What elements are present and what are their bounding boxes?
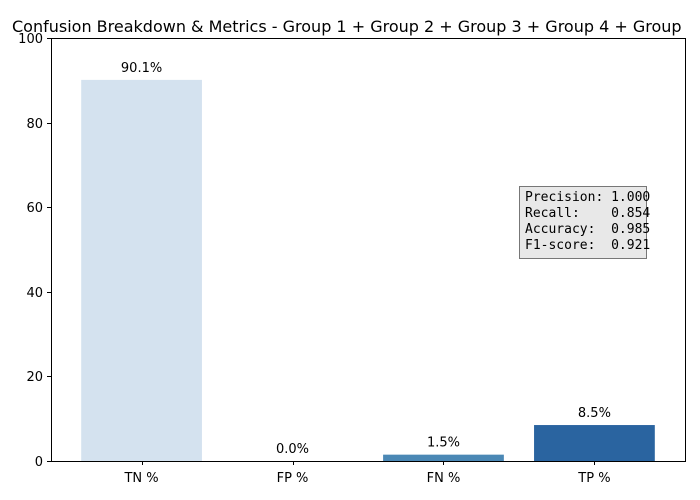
x-axis: TN % FP % FN % TP % (123, 461, 611, 486)
data-label: 1.5% (427, 436, 460, 451)
chart-title: Confusion Breakdown & Metrics - Group 1 … (12, 17, 682, 36)
metric-recall: Recall: 0.854 (525, 206, 650, 221)
y-tick-label: 40 (26, 286, 43, 301)
metrics-box: Precision: 1.000 Recall: 0.854 Accuracy:… (519, 186, 650, 259)
x-tick-label: FP % (277, 471, 309, 486)
metrics-box-background (519, 186, 647, 259)
data-label: 8.5% (578, 406, 611, 421)
y-axis: 0 20 40 60 80 100 (18, 32, 51, 470)
data-labels: 90.1% 0.0% 1.5% 8.5% (121, 61, 611, 457)
y-tick-label: 60 (26, 201, 43, 216)
x-tick-label: TN % (123, 471, 158, 486)
bars (81, 79, 655, 461)
y-tick-label: 0 (35, 455, 43, 470)
data-label: 90.1% (121, 61, 162, 76)
y-tick-label: 20 (26, 370, 43, 385)
x-tick-label: TP % (577, 471, 610, 486)
metric-accuracy: Accuracy: 0.985 (525, 222, 650, 237)
metric-f1-score: F1-score: 0.921 (525, 238, 650, 253)
bar-tp (534, 425, 655, 461)
metric-precision: Precision: 1.000 (525, 190, 650, 205)
bar-tn (81, 79, 202, 461)
x-tick-label: FN % (427, 471, 461, 486)
y-tick-label: 100 (18, 32, 43, 47)
plot-frame (51, 38, 686, 462)
y-tick-label: 80 (26, 117, 43, 132)
data-label: 0.0% (276, 442, 309, 457)
bar-fn (383, 454, 504, 461)
